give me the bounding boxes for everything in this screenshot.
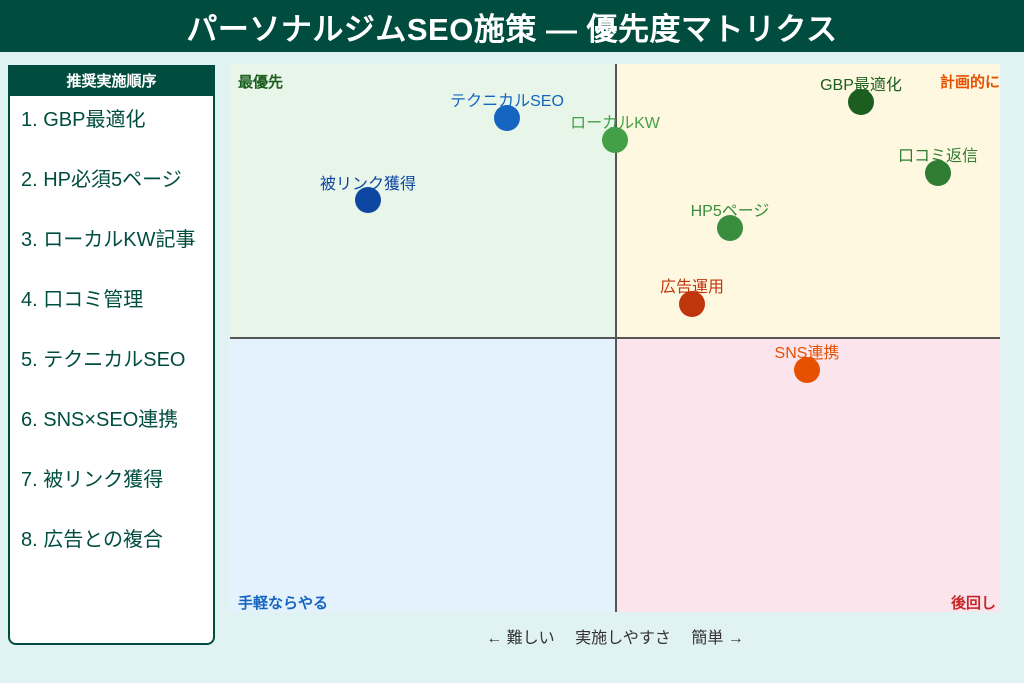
- list-item: 4. 口コミ管理: [21, 289, 144, 311]
- point-label: SNS連携: [774, 345, 840, 362]
- point-label: GBP最適化: [820, 77, 902, 94]
- data-point: [679, 291, 705, 317]
- list-item: 6. SNS×SEO連携: [21, 409, 179, 431]
- point-label: 口コミ返信: [897, 148, 979, 165]
- data-point: [794, 357, 820, 383]
- point-label: テクニカルSEO: [450, 93, 564, 110]
- quadrant-label-easy: 手軽ならやる: [238, 595, 329, 612]
- quadrant-top-left: [230, 64, 616, 338]
- priority-matrix-chart: 最優先 計画的に 手軽ならやる 後回し テクニカルSEO ローカルKW 被リンク…: [230, 64, 1000, 612]
- point-label: 被リンク獲得: [319, 176, 417, 193]
- page-title: パーソナルジムSEO施策 ― 優先度マトリクス: [0, 0, 1024, 52]
- point-label: ローカルKW: [570, 115, 660, 132]
- list-item: 5. テクニカルSEO: [21, 349, 186, 371]
- data-point: [602, 127, 628, 153]
- horizontal-divider: [230, 337, 1000, 339]
- list-item: 2. HP必須5ページ: [21, 169, 182, 191]
- point-label: 広告運用: [659, 279, 725, 296]
- data-point: [717, 215, 743, 241]
- list-item: 8. 広告との複合: [21, 529, 164, 551]
- x-axis-label: ← 難しい 実施しやすさ 簡単 →: [486, 630, 744, 647]
- quadrant-top-right: [616, 64, 1000, 338]
- panel-header: 推奨実施順序: [8, 65, 215, 96]
- list-item: 1. GBP最適化: [21, 109, 146, 131]
- list-item: 3. ローカルKW記事: [21, 229, 196, 251]
- quadrant-bottom-right: [616, 338, 1000, 612]
- quadrant-bottom-left: [230, 338, 616, 612]
- data-point: [494, 105, 520, 131]
- quadrant-label-planned: 計画的に: [939, 74, 1000, 91]
- data-point: [848, 89, 874, 115]
- recommended-order-panel: 推奨実施順序 1. GBP最適化 2. HP必須5ページ 3. ローカルKW記事…: [8, 65, 215, 645]
- data-point: [355, 187, 381, 213]
- point-label: HP5ページ: [690, 203, 770, 220]
- list-item: 7. 被リンク獲得: [21, 469, 164, 491]
- quadrant-label-later: 後回し: [950, 595, 996, 612]
- quadrant-label-top-priority: 最優先: [238, 74, 284, 91]
- data-point: [925, 160, 951, 186]
